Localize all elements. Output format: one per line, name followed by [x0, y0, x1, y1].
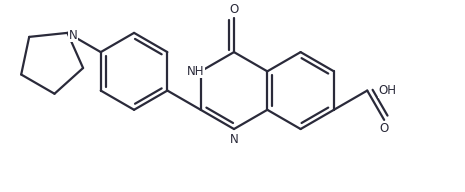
Text: O: O — [379, 122, 389, 135]
Text: N: N — [68, 29, 77, 42]
Text: NH: NH — [187, 65, 205, 78]
Text: N: N — [230, 133, 239, 146]
Text: OH: OH — [378, 84, 396, 97]
Text: O: O — [229, 3, 239, 17]
